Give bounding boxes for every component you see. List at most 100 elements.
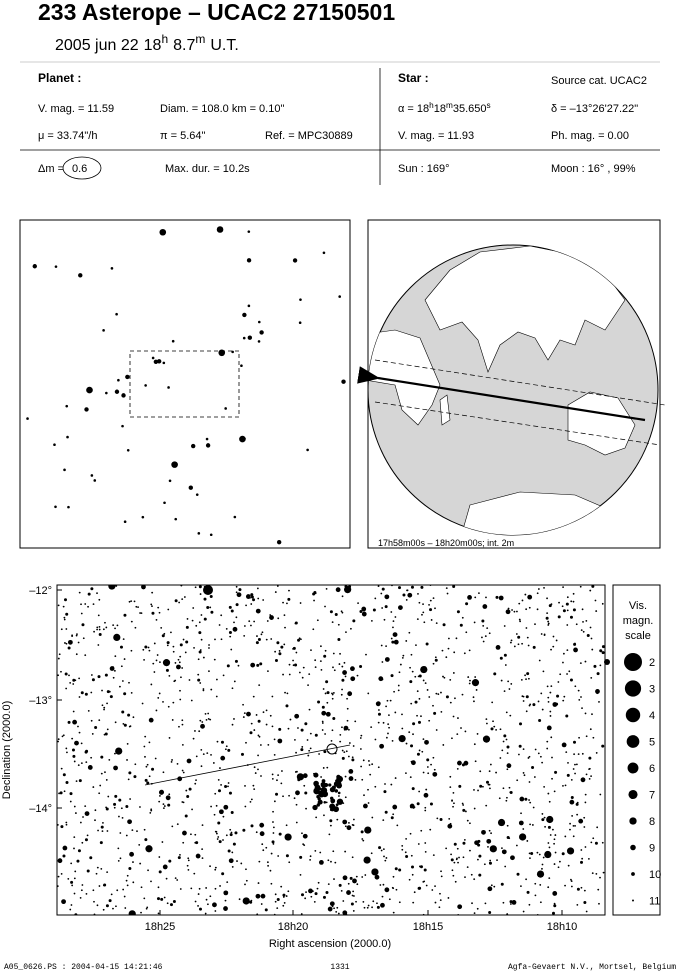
star xyxy=(78,779,82,783)
star xyxy=(235,585,238,588)
star xyxy=(316,887,319,890)
star xyxy=(218,840,222,844)
star xyxy=(449,822,452,825)
star xyxy=(450,858,454,862)
star xyxy=(352,878,357,884)
star xyxy=(440,875,443,878)
star xyxy=(70,880,74,884)
star xyxy=(301,746,304,748)
star xyxy=(320,782,327,788)
star xyxy=(209,718,212,721)
star xyxy=(371,906,373,909)
star xyxy=(259,822,265,828)
star xyxy=(128,600,131,603)
star xyxy=(598,902,600,905)
star xyxy=(313,900,316,903)
star xyxy=(413,806,416,809)
star xyxy=(143,659,145,661)
star xyxy=(102,821,104,824)
star xyxy=(318,859,324,865)
star xyxy=(257,597,260,600)
star xyxy=(116,889,119,892)
star xyxy=(325,890,329,894)
star xyxy=(583,901,587,905)
star xyxy=(452,874,455,877)
star xyxy=(510,855,515,861)
star xyxy=(574,824,576,827)
star xyxy=(518,753,520,756)
star xyxy=(57,858,63,864)
star xyxy=(123,723,127,727)
star xyxy=(495,729,497,731)
star xyxy=(153,359,159,365)
star xyxy=(550,603,553,606)
star xyxy=(74,870,77,873)
star xyxy=(434,885,436,888)
star xyxy=(172,899,176,903)
star xyxy=(108,759,111,761)
star xyxy=(449,775,452,778)
star xyxy=(294,713,300,719)
planet-ref: Ref. = MPC30889 xyxy=(265,130,353,142)
star xyxy=(527,594,533,600)
star xyxy=(457,760,462,766)
star xyxy=(382,721,385,724)
star xyxy=(170,760,173,763)
star xyxy=(62,734,65,737)
star xyxy=(298,637,301,640)
star xyxy=(195,624,198,627)
star xyxy=(63,598,67,602)
star xyxy=(84,750,88,754)
star xyxy=(351,823,354,826)
star xyxy=(214,887,217,890)
star xyxy=(283,902,286,904)
star xyxy=(285,704,289,708)
star xyxy=(229,833,233,837)
star xyxy=(429,608,433,612)
star xyxy=(313,590,317,594)
star xyxy=(434,658,438,662)
star xyxy=(383,855,385,858)
star xyxy=(410,865,414,869)
star xyxy=(273,800,276,803)
star xyxy=(180,585,183,587)
star xyxy=(60,825,64,829)
star xyxy=(70,862,73,865)
star xyxy=(202,688,205,690)
star xyxy=(352,818,355,821)
star xyxy=(147,869,149,872)
star xyxy=(481,619,485,623)
star xyxy=(418,865,421,868)
star xyxy=(172,701,175,704)
star xyxy=(133,775,137,779)
star xyxy=(276,641,280,645)
star xyxy=(476,907,479,910)
star xyxy=(515,633,518,635)
star xyxy=(57,604,60,607)
star xyxy=(317,799,323,805)
star xyxy=(170,631,172,634)
star xyxy=(507,680,510,683)
star xyxy=(141,702,144,705)
star xyxy=(541,863,544,866)
star xyxy=(599,664,602,667)
star xyxy=(351,758,355,762)
star xyxy=(271,725,274,728)
star xyxy=(92,786,95,788)
star xyxy=(332,692,335,694)
star xyxy=(418,674,422,678)
star xyxy=(432,771,438,777)
star xyxy=(582,620,584,623)
star xyxy=(81,841,84,844)
star xyxy=(510,639,513,642)
star xyxy=(417,592,419,595)
star xyxy=(547,700,550,703)
star xyxy=(422,880,425,883)
star xyxy=(227,782,230,784)
star xyxy=(445,587,448,590)
star xyxy=(306,448,309,452)
star xyxy=(321,705,325,709)
star xyxy=(351,856,354,859)
star xyxy=(258,684,261,687)
star xyxy=(253,729,256,731)
